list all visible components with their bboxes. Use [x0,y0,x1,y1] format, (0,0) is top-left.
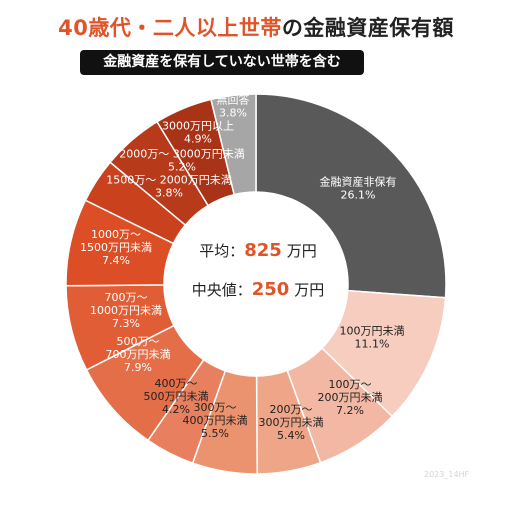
slice-label-12: 無回答 3.8% [217,93,250,120]
slice-0 [255,93,447,299]
slice-label-2: 100万～ 200万円未満 7.2% [318,378,383,417]
slice-label-5: 400万～ 500万円未満 4.2% [144,377,209,416]
slice-label-7: 700万～ 1000万円未満 7.3% [90,291,162,330]
slice-label-11: 3000万円以上 4.9% [162,120,234,146]
slice-label-0: 金融資産非保有 26.1% [320,175,397,202]
slice-label-10: 2000万～ 3000万円未満 5.2% [119,148,245,174]
slice-12 [210,93,257,196]
slice-label-8: 1000万～ 1500万円未満 7.4% [80,228,152,267]
mean-label: 平均： [199,242,244,260]
mean-value: 825 [244,240,282,261]
slice-label-3: 200万～ 300万円未満 5.4% [259,403,324,442]
mean-stat: 平均：825 万円 [199,240,317,261]
slice-labels: 金融資産非保有 26.1% 100万円未満 11.1% 100万～ 200万円未満 7.2%… [80,93,405,443]
slice-label-9: 1500万～ 2000万円未満 3.8% [106,174,232,200]
median-label: 中央値： [192,281,252,299]
mean-unit: 万円 [287,242,317,260]
slice-label-6: 500万～ 700万円未満 7.9% [106,335,171,374]
median-stat: 中央値：250 万円 [192,279,325,300]
median-value: 250 [252,279,290,300]
center-stats: 平均：825 万円 中央値：250 万円 [192,240,325,300]
watermark: 2023_14HF [424,470,470,479]
chart-title-rest: の金融資産保有額 [281,16,454,40]
median-unit: 万円 [294,281,324,299]
donut-slices [65,93,447,475]
chart-title: 40歳代・二人以上世帯の金融資産保有額 [0,12,512,42]
chart-title-accent: 40歳代・二人以上世帯 [58,16,282,40]
slice-label-1: 100万円未満 11.1% [340,325,405,351]
chart-subtitle: 金融資産を保有していない世帯を含む [80,50,364,75]
slice-label-4: 300万～ 400万円未満 5.5% [183,401,248,440]
